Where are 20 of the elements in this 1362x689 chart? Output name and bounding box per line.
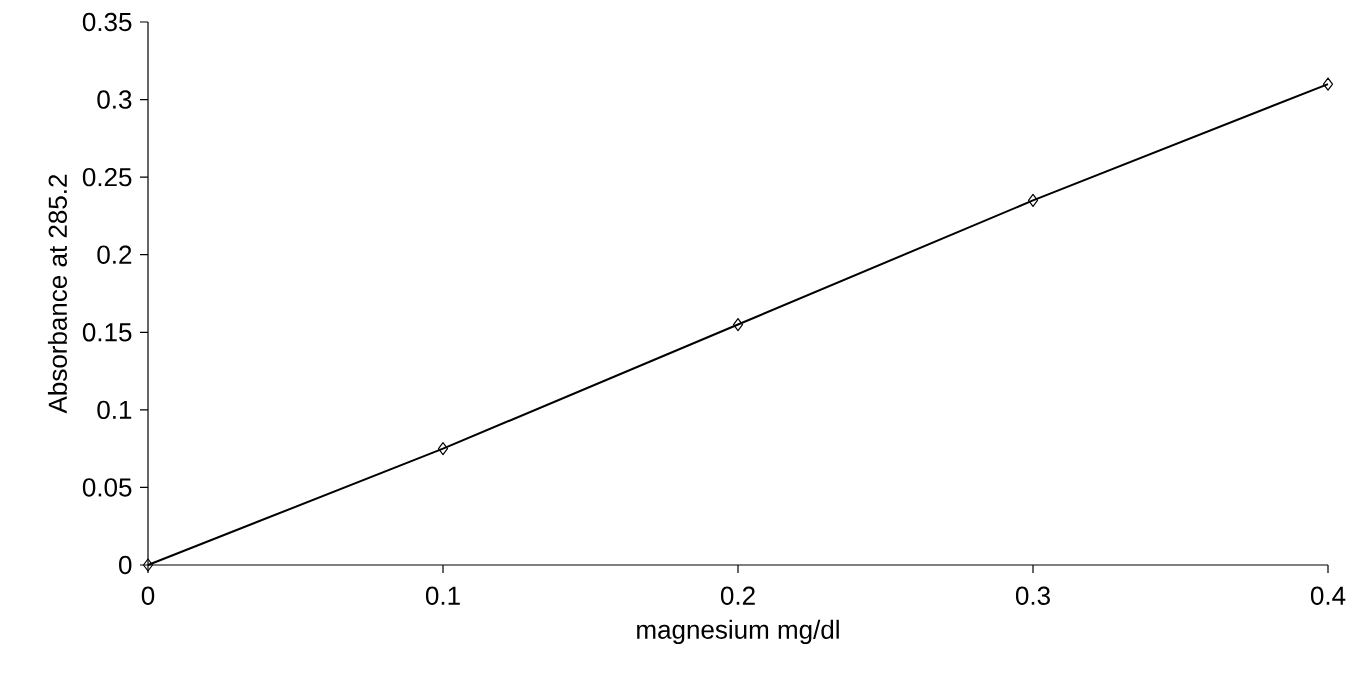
point <box>1322 77 1334 91</box>
y-tick-label: 0.15 <box>82 323 132 342</box>
point <box>1027 193 1039 208</box>
y-tick-label: 0 <box>119 555 132 575</box>
y-tick-label: 0.35 <box>82 12 132 32</box>
y-tick-label: 0.3 <box>97 90 132 109</box>
x-axis-title: magnesium mg/dl <box>637 619 839 645</box>
x-tick-label: 0.4 <box>1310 586 1346 605</box>
point <box>142 558 154 572</box>
y-tick-label: 0.25 <box>82 167 132 187</box>
point <box>437 442 449 456</box>
x-tick-label: 0.1 <box>425 586 460 605</box>
y-tick-label: 0.2 <box>97 245 132 264</box>
y-tick-label: 0.05 <box>82 478 132 497</box>
y-tick-label: 0.1 <box>97 400 132 420</box>
y-axis-title: Absorbance at 285.2 <box>47 174 67 414</box>
x-tick-label: 0.3 <box>1015 586 1050 605</box>
x-tick-label: 0 <box>141 586 155 605</box>
x-tick-label: 0.2 <box>720 586 755 605</box>
point <box>732 317 744 332</box>
